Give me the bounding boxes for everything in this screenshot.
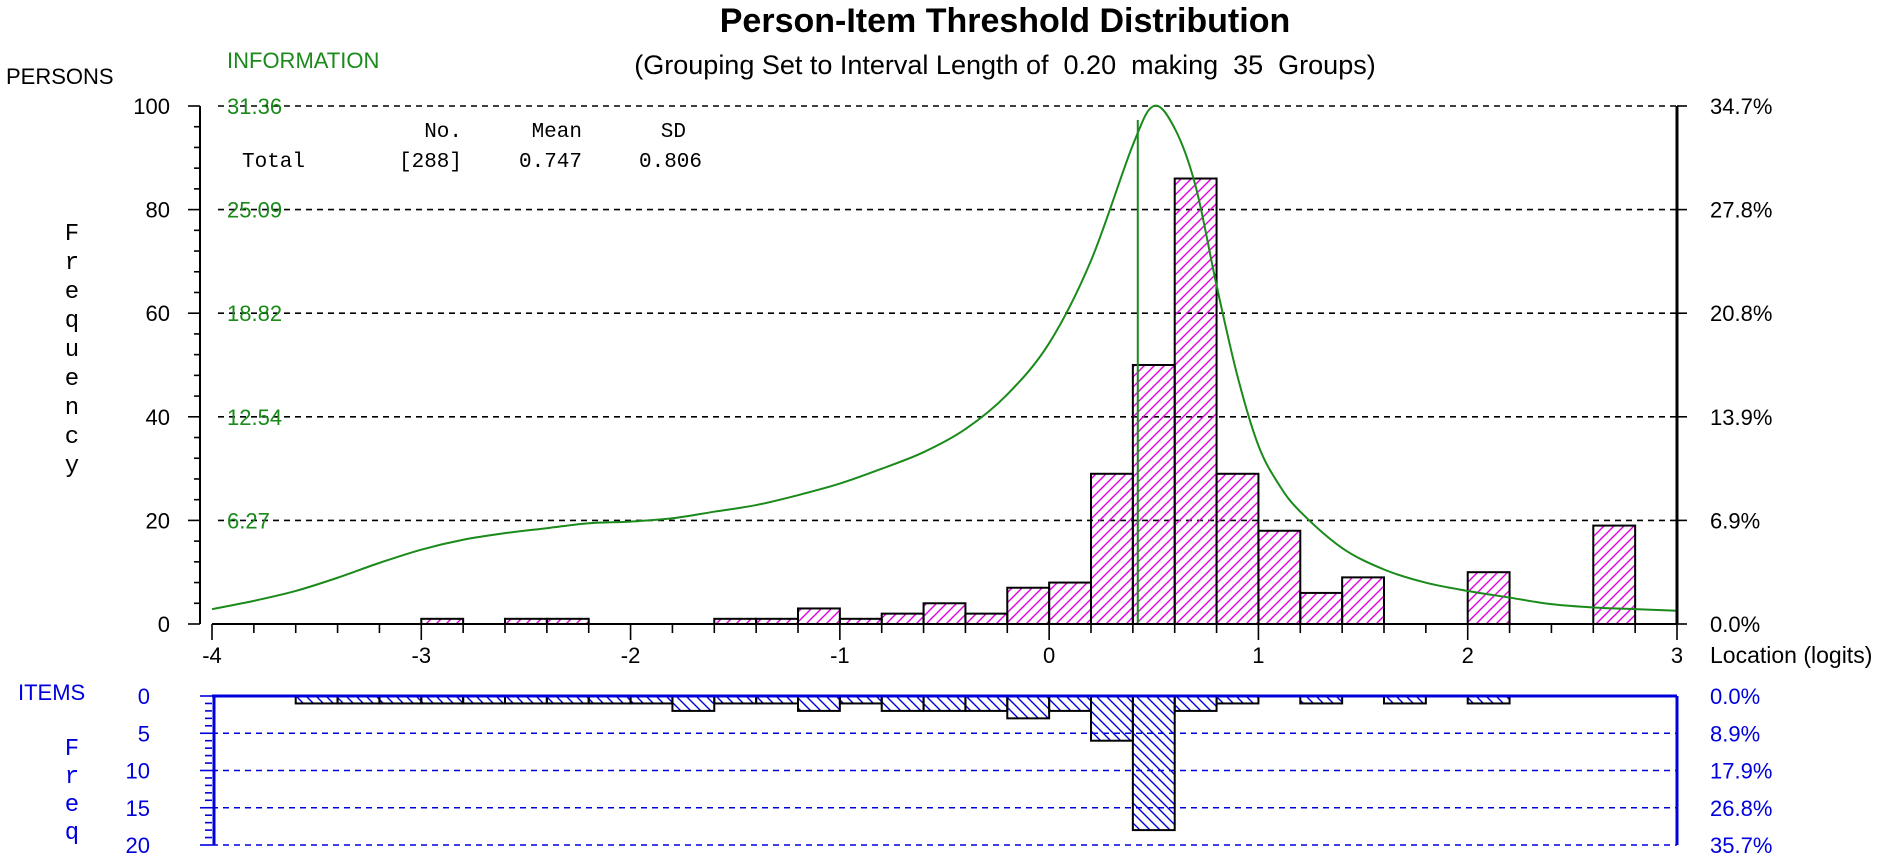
item-bar bbox=[922, 695, 967, 712]
items-y-tick-label: 20 bbox=[126, 833, 150, 858]
chart-subtitle: (Grouping Set to Interval Length of 0.20… bbox=[634, 50, 1375, 80]
person-bar bbox=[1257, 529, 1302, 626]
information-tick-label: 25.09 bbox=[227, 198, 282, 223]
x-tick-label: 0 bbox=[1043, 643, 1055, 668]
stats-value-no: [288] bbox=[399, 151, 462, 174]
persons-pct-tick-label: 27.8% bbox=[1710, 198, 1772, 223]
person-bar bbox=[1131, 364, 1176, 625]
information-label: INFORMATION bbox=[227, 48, 379, 73]
stats-value-mean: 0.747 bbox=[519, 151, 582, 174]
x-tick-label: 3 bbox=[1671, 643, 1683, 668]
person-bar bbox=[880, 612, 925, 626]
items-pct-tick-label: 17.9% bbox=[1710, 759, 1772, 784]
item-bar bbox=[964, 695, 1009, 712]
x-tick-label: -4 bbox=[202, 643, 222, 668]
persons-y-tick-label: 80 bbox=[146, 198, 170, 223]
gridlines bbox=[212, 105, 1677, 846]
persons-pct-tick-label: 0.0% bbox=[1710, 612, 1760, 637]
information-tick-label: 12.54 bbox=[227, 405, 282, 430]
person-bar bbox=[1090, 472, 1134, 625]
person-bar bbox=[922, 602, 967, 626]
x-tick-label: 1 bbox=[1252, 643, 1264, 668]
information-tick-label: 18.82 bbox=[227, 301, 282, 326]
items-y-tick-label: 10 bbox=[126, 759, 150, 784]
persons-pct-tick-label: 6.9% bbox=[1710, 508, 1760, 533]
stats-header-mean: Mean bbox=[532, 121, 582, 144]
information-tick-label: 31.36 bbox=[227, 94, 282, 119]
item-bar bbox=[1090, 695, 1134, 742]
items-pct-tick-label: 8.9% bbox=[1710, 721, 1760, 746]
item-bar bbox=[1048, 695, 1092, 712]
item-bars bbox=[294, 695, 1511, 832]
x-tick-label: -2 bbox=[621, 643, 641, 668]
chart-title: Person-Item Threshold Distribution bbox=[720, 2, 1290, 40]
persons-y-tick-label: 0 bbox=[158, 612, 170, 637]
person-bar bbox=[964, 612, 1009, 626]
person-bar bbox=[1173, 177, 1218, 626]
axes bbox=[188, 105, 1687, 846]
person-bar bbox=[1048, 581, 1092, 625]
item-bar bbox=[797, 695, 841, 712]
item-bar bbox=[880, 695, 925, 712]
person-bar bbox=[797, 607, 841, 626]
items-y-tick-label: 5 bbox=[138, 721, 150, 746]
person-bar bbox=[1006, 586, 1051, 625]
x-tick-label: -3 bbox=[412, 643, 432, 668]
person-bar bbox=[1299, 591, 1344, 625]
items-y-axis-title: FreqF r e q bbox=[65, 736, 79, 847]
persons-pct-tick-label: 13.9% bbox=[1710, 405, 1772, 430]
item-bar bbox=[1006, 695, 1051, 720]
x-axis-label: Location (logits) bbox=[1710, 642, 1872, 668]
person-bar bbox=[1341, 576, 1385, 626]
person-bars bbox=[420, 177, 1637, 626]
item-bar bbox=[1131, 695, 1176, 832]
item-bar bbox=[1173, 695, 1218, 712]
items-pct-tick-label: 0.0% bbox=[1710, 684, 1760, 709]
items-y-tick-label: 0 bbox=[138, 684, 150, 709]
persons-y-tick-label: 40 bbox=[146, 405, 170, 430]
persons-y-tick-label: 20 bbox=[146, 508, 170, 533]
stats-value-sd: 0.806 bbox=[639, 151, 702, 174]
stats-header-sd: SD bbox=[661, 121, 686, 144]
stats-header-no: No. bbox=[424, 121, 462, 144]
items-pct-tick-label: 35.7% bbox=[1710, 833, 1772, 858]
persons-label: PERSONS bbox=[6, 64, 114, 89]
persons-y-tick-label: 60 bbox=[146, 301, 170, 326]
person-bar bbox=[1466, 571, 1511, 626]
person-bar bbox=[1215, 472, 1260, 625]
x-tick-label: -1 bbox=[830, 643, 850, 668]
stats-table: No. Mean SD Total [288] 0.747 0.806 bbox=[242, 121, 702, 174]
information-curve bbox=[211, 104, 1678, 612]
persons-y-tick-label: 100 bbox=[133, 94, 170, 119]
persons-pct-tick-label: 20.8% bbox=[1710, 301, 1772, 326]
item-bar bbox=[671, 695, 716, 712]
x-tick-label: 2 bbox=[1462, 643, 1474, 668]
stats-row-label: Total bbox=[242, 151, 305, 174]
items-pct-tick-label: 26.8% bbox=[1710, 796, 1772, 821]
information-tick-label: 6.27 bbox=[227, 508, 270, 533]
items-label: ITEMS bbox=[18, 680, 85, 705]
tick-labels: 0204060801000.0%6.9%13.9%20.8%27.8%34.7%… bbox=[126, 94, 1773, 858]
items-y-tick-label: 15 bbox=[126, 796, 150, 821]
persons-pct-tick-label: 34.7% bbox=[1710, 94, 1772, 119]
